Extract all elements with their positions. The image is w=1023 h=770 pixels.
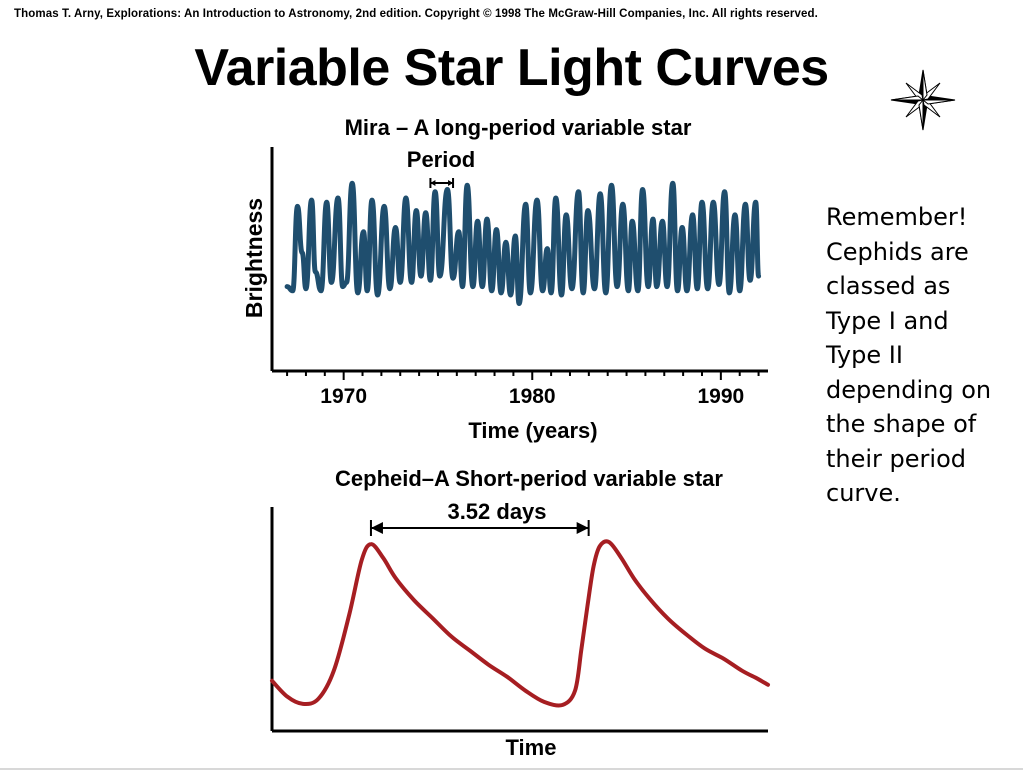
page-title: Variable Star Light Curves (194, 39, 829, 97)
mira-y-axis-label: Brightness (241, 198, 267, 318)
cepheid-period-arrowhead (370, 522, 383, 534)
note-line: depending on (826, 375, 992, 404)
mira-series-line (284, 180, 762, 306)
note-line: their period (826, 444, 967, 473)
copyright-credit: Thomas T. Arny, Explorations: An Introdu… (14, 8, 818, 20)
mira-x-axis-label: Time (years) (468, 418, 597, 443)
cepheid-period-label: 3.52 days (447, 499, 546, 524)
bottom-divider (0, 768, 1023, 770)
note-line: Cephids are (826, 237, 969, 266)
compass-star-icon (890, 69, 956, 131)
mira-x-tick-label: 1980 (509, 385, 556, 408)
mira-period-arrowhead (430, 180, 436, 186)
note-line: curve. (826, 479, 901, 507)
mira-x-tick-label: 1990 (697, 385, 744, 408)
mira-period-arrowhead (448, 180, 454, 186)
mira-period-label: Period (407, 147, 475, 172)
cepheid-x-axis-label: Time (506, 735, 557, 760)
note-line: Type II (826, 341, 903, 369)
note-line: Remember! (826, 203, 968, 231)
remember-note: Remember! Cephids are classed as Type I … (826, 200, 1016, 511)
note-line: classed as (826, 272, 951, 300)
cepheid-series-line (270, 539, 770, 708)
mira-x-tick-label: 1970 (320, 385, 367, 408)
note-line: Type I and (826, 306, 949, 335)
note-line: the shape of (826, 410, 977, 438)
cepheid-period-arrowhead (576, 522, 589, 534)
mira-chart-title: Mira – A long-period variable star (345, 115, 692, 140)
cepheid-chart-title: Cepheid–A Short-period variable star (335, 466, 723, 491)
